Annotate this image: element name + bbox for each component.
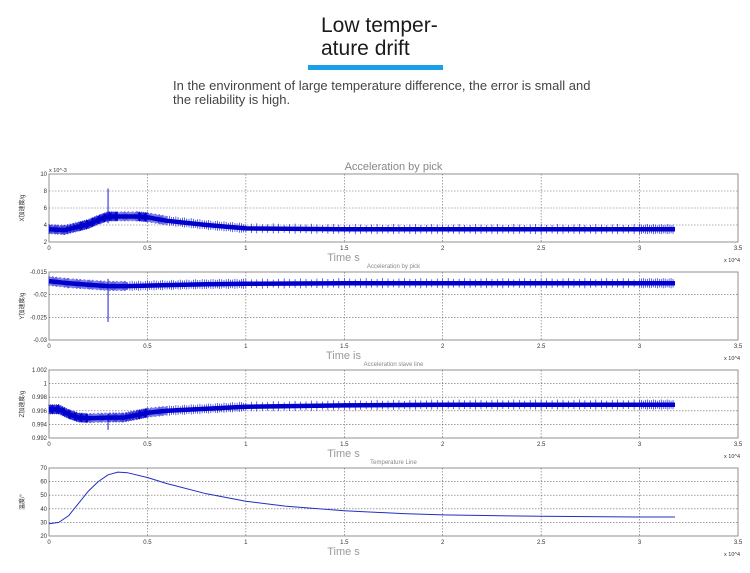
y-tick-label-1: -0.025 (30, 315, 48, 321)
y-tick-label-2: 0.994 (32, 422, 48, 428)
x-tick-label-0: 1.5 (340, 246, 349, 252)
x-tick-label-0: 2.5 (537, 246, 546, 252)
series-noise-2 (48, 399, 674, 424)
y-axis-label-2: Z加速度/g (18, 391, 26, 418)
y-tick-label-2: 0.996 (32, 409, 48, 415)
y-axis-label-3: 温度/° (18, 493, 26, 510)
sensor-charts: Acceleration by pick 0 0.5 1 1.5 2 2.5 3 3.5 2 4 6 8… (18, 161, 743, 558)
x-tick-label-2: 3.5 (734, 442, 743, 448)
x-tick-label-2: 2 (441, 442, 445, 448)
x-tick-label-2: 1 (244, 442, 248, 448)
y-tick-label-0: 4 (44, 223, 48, 229)
x-multiplier-2: x 10^4 (724, 454, 740, 460)
y-tick-label-3: 30 (40, 520, 47, 526)
x-tick-label-0: 0.5 (143, 246, 152, 252)
plot-area-3 (48, 467, 739, 537)
y-tick-label-0: 2 (44, 240, 48, 246)
series-noise-1 (48, 275, 674, 291)
x-tick-label-2: 3 (638, 442, 642, 448)
x-tick-label-2: 0.5 (143, 442, 152, 448)
x-multiplier-0: x 10^4 (724, 258, 740, 264)
y-axis-label-0: X加速度/g (18, 194, 26, 221)
y-tick-label-3: 60 (40, 480, 47, 486)
section-description: In the environment of large temperature … (173, 78, 591, 107)
x-multiplier-3: x 10^4 (724, 552, 740, 558)
x-tick-label-3: 1 (244, 540, 248, 546)
x-multiplier-1: x 10^4 (724, 356, 740, 362)
chart-title-2: Acceleration slave line (364, 362, 424, 368)
y-tick-label-0: 6 (44, 206, 48, 212)
x-tick-label-1: 1.5 (340, 344, 349, 350)
x-tick-label-0: 2 (441, 246, 445, 252)
y-tick-label-0: 10 (40, 172, 47, 178)
x-tick-label-0: 3.5 (734, 246, 743, 252)
y-tick-label-3: 70 (40, 466, 47, 472)
y-multiplier-0: x 10^-3 (49, 168, 67, 174)
y-tick-label-2: 1 (44, 382, 48, 388)
x-tick-label-1: 3 (638, 344, 642, 350)
y-tick-label-1: -0.03 (33, 338, 47, 344)
x-tick-label-2: 2.5 (537, 442, 546, 448)
x-tick-label-1: 3.5 (734, 344, 743, 350)
chart-title-3: Temperature Line (370, 460, 417, 466)
y-tick-label-2: 0.992 (32, 436, 48, 442)
x-tick-label-3: 2 (441, 540, 445, 546)
x-axis-label-1: Time is (326, 350, 362, 362)
x-tick-label-0: 3 (638, 246, 642, 252)
y-tick-label-3: 20 (40, 534, 47, 540)
x-tick-label-3: 2.5 (537, 540, 546, 546)
chart-title-1: Acceleration by pick (367, 264, 421, 270)
x-tick-label-2: 1.5 (340, 442, 349, 448)
x-tick-label-3: 3 (638, 540, 642, 546)
x-tick-label-1: 2 (441, 344, 445, 350)
x-tick-label-1: 2.5 (537, 344, 546, 350)
x-axis-label-0: Time s (327, 252, 360, 264)
x-axis-label-3: Time s (327, 546, 360, 558)
series-noise-0 (48, 211, 674, 235)
x-tick-label-1: 0 (47, 344, 51, 350)
y-axis-label-1: Y加速度/g (18, 292, 26, 319)
x-tick-label-1: 0.5 (143, 344, 152, 350)
x-tick-label-3: 1.5 (340, 540, 349, 546)
x-tick-label-3: 3.5 (734, 540, 743, 546)
x-tick-label-3: 0 (47, 540, 51, 546)
x-tick-label-0: 1 (244, 246, 248, 252)
y-tick-label-2: 0.998 (32, 395, 48, 401)
y-tick-label-2: 1.002 (32, 368, 48, 374)
x-tick-label-3: 0.5 (143, 540, 152, 546)
chart-title-0: Acceleration by pick (345, 161, 443, 173)
x-axis-label-2: Time s (327, 448, 360, 460)
y-tick-label-1: -0.015 (30, 270, 48, 276)
y-tick-label-1: -0.02 (33, 293, 47, 299)
x-tick-label-1: 1 (244, 344, 248, 350)
x-tick-label-2: 0 (47, 442, 51, 448)
x-tick-label-0: 0 (47, 246, 51, 252)
y-tick-label-0: 8 (44, 189, 48, 195)
series-line-3 (48, 471, 675, 525)
y-tick-label-3: 50 (40, 493, 47, 499)
title-underline (308, 65, 443, 70)
section-title: Low temper- ature drift (321, 14, 438, 60)
y-tick-label-3: 40 (40, 507, 47, 513)
